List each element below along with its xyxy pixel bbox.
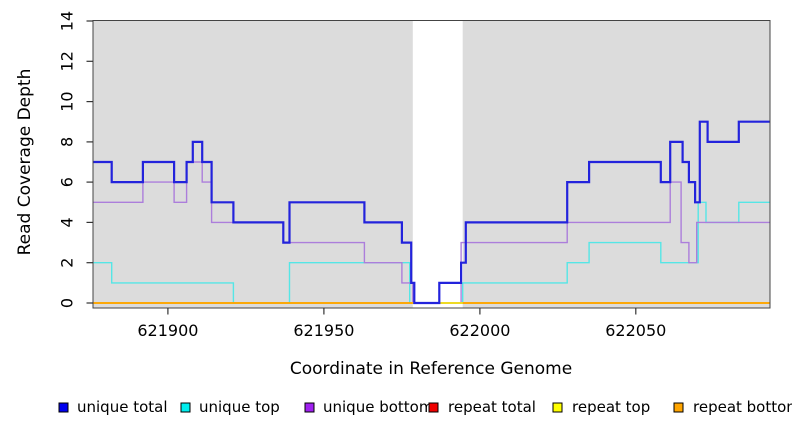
y-tick-label: 2 xyxy=(58,258,77,268)
legend-label-repeat-bottom: repeat bottom xyxy=(693,398,792,416)
masked-region xyxy=(412,21,463,308)
y-tick-label: 8 xyxy=(58,137,77,147)
legend-item-repeat-total: repeat total xyxy=(428,398,536,416)
legend-item-unique-total: unique total xyxy=(58,398,168,416)
y-tick-label: 6 xyxy=(58,177,77,187)
y-axis-title: Read Coverage Depth xyxy=(15,69,35,256)
legend-swatch-repeat-top xyxy=(552,402,563,413)
unique-top-line xyxy=(93,201,770,304)
x-tick-label: 622000 xyxy=(449,321,510,340)
legend-swatch-unique-top xyxy=(180,402,191,413)
y-tick-label: 4 xyxy=(58,217,77,227)
y-tick-label: 12 xyxy=(58,51,77,71)
y-tick-label: 0 xyxy=(58,298,77,308)
unique-total-line xyxy=(93,120,770,305)
series-layer xyxy=(93,21,770,308)
legend-swatch-unique-total xyxy=(58,402,69,413)
x-tick-label: 621950 xyxy=(293,321,354,340)
legend-label-unique-total: unique total xyxy=(77,398,168,416)
y-tick-label: 10 xyxy=(58,91,77,111)
plot-frame xyxy=(92,20,771,309)
legend-swatch-repeat-total xyxy=(428,402,439,413)
legend-label-repeat-total: repeat total xyxy=(448,398,536,416)
legend-label-repeat-top: repeat top xyxy=(572,398,650,416)
ticks-layer: 621900 621950 622000 622050 0 2 4 6 8 10 12 14 xyxy=(58,11,667,340)
legend-swatch-unique-bottom xyxy=(304,402,315,413)
legend-item-repeat-top: repeat top xyxy=(552,398,650,416)
legend-item-unique-top: unique top xyxy=(180,398,280,416)
legend-swatch-repeat-bottom xyxy=(673,402,684,413)
x-tick-label: 621900 xyxy=(137,321,198,340)
legend-label-unique-top: unique top xyxy=(199,398,280,416)
x-tick-label: 622050 xyxy=(605,321,666,340)
legend-item-unique-bottom: unique bottom xyxy=(304,398,433,416)
legend-label-unique-bottom: unique bottom xyxy=(323,398,433,416)
legend-item-repeat-bottom: repeat bottom xyxy=(673,398,792,416)
x-axis-title: Coordinate in Reference Genome xyxy=(290,359,572,379)
legend: unique total unique top unique bottom re… xyxy=(58,398,792,416)
unique-bottom-line xyxy=(93,161,770,304)
y-tick-label: 14 xyxy=(58,11,77,31)
